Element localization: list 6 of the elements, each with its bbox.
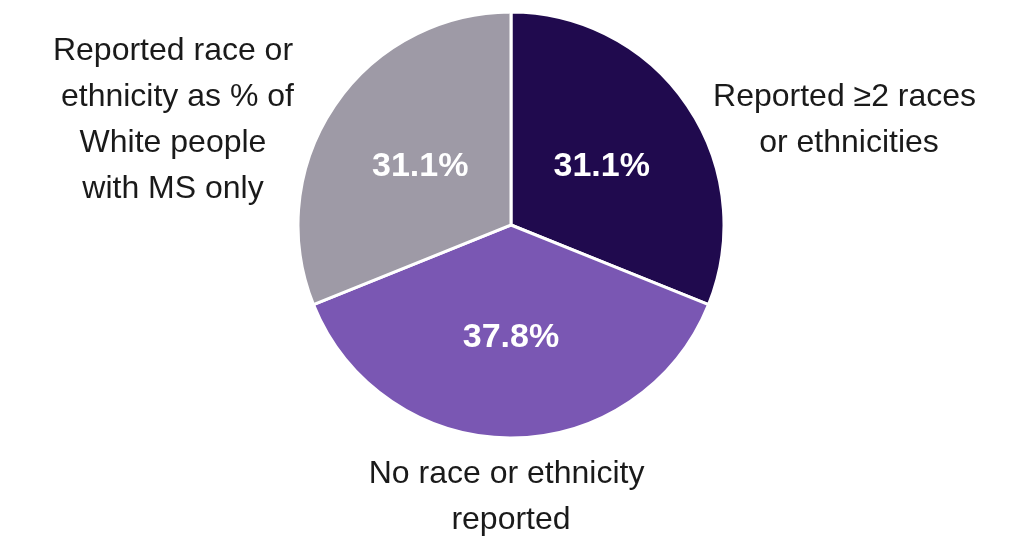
slice-label: Reported ≥2 races or ethnicities	[713, 76, 985, 159]
data-label: 37.8%	[462, 315, 560, 354]
data-label: 31.1%	[372, 144, 469, 183]
data-label: 31.1%	[553, 144, 650, 183]
slice-label: No race or ethnicity reported	[368, 454, 654, 536]
slice-label: Reported race or ethnicity as % of White people with MS only	[52, 30, 295, 205]
